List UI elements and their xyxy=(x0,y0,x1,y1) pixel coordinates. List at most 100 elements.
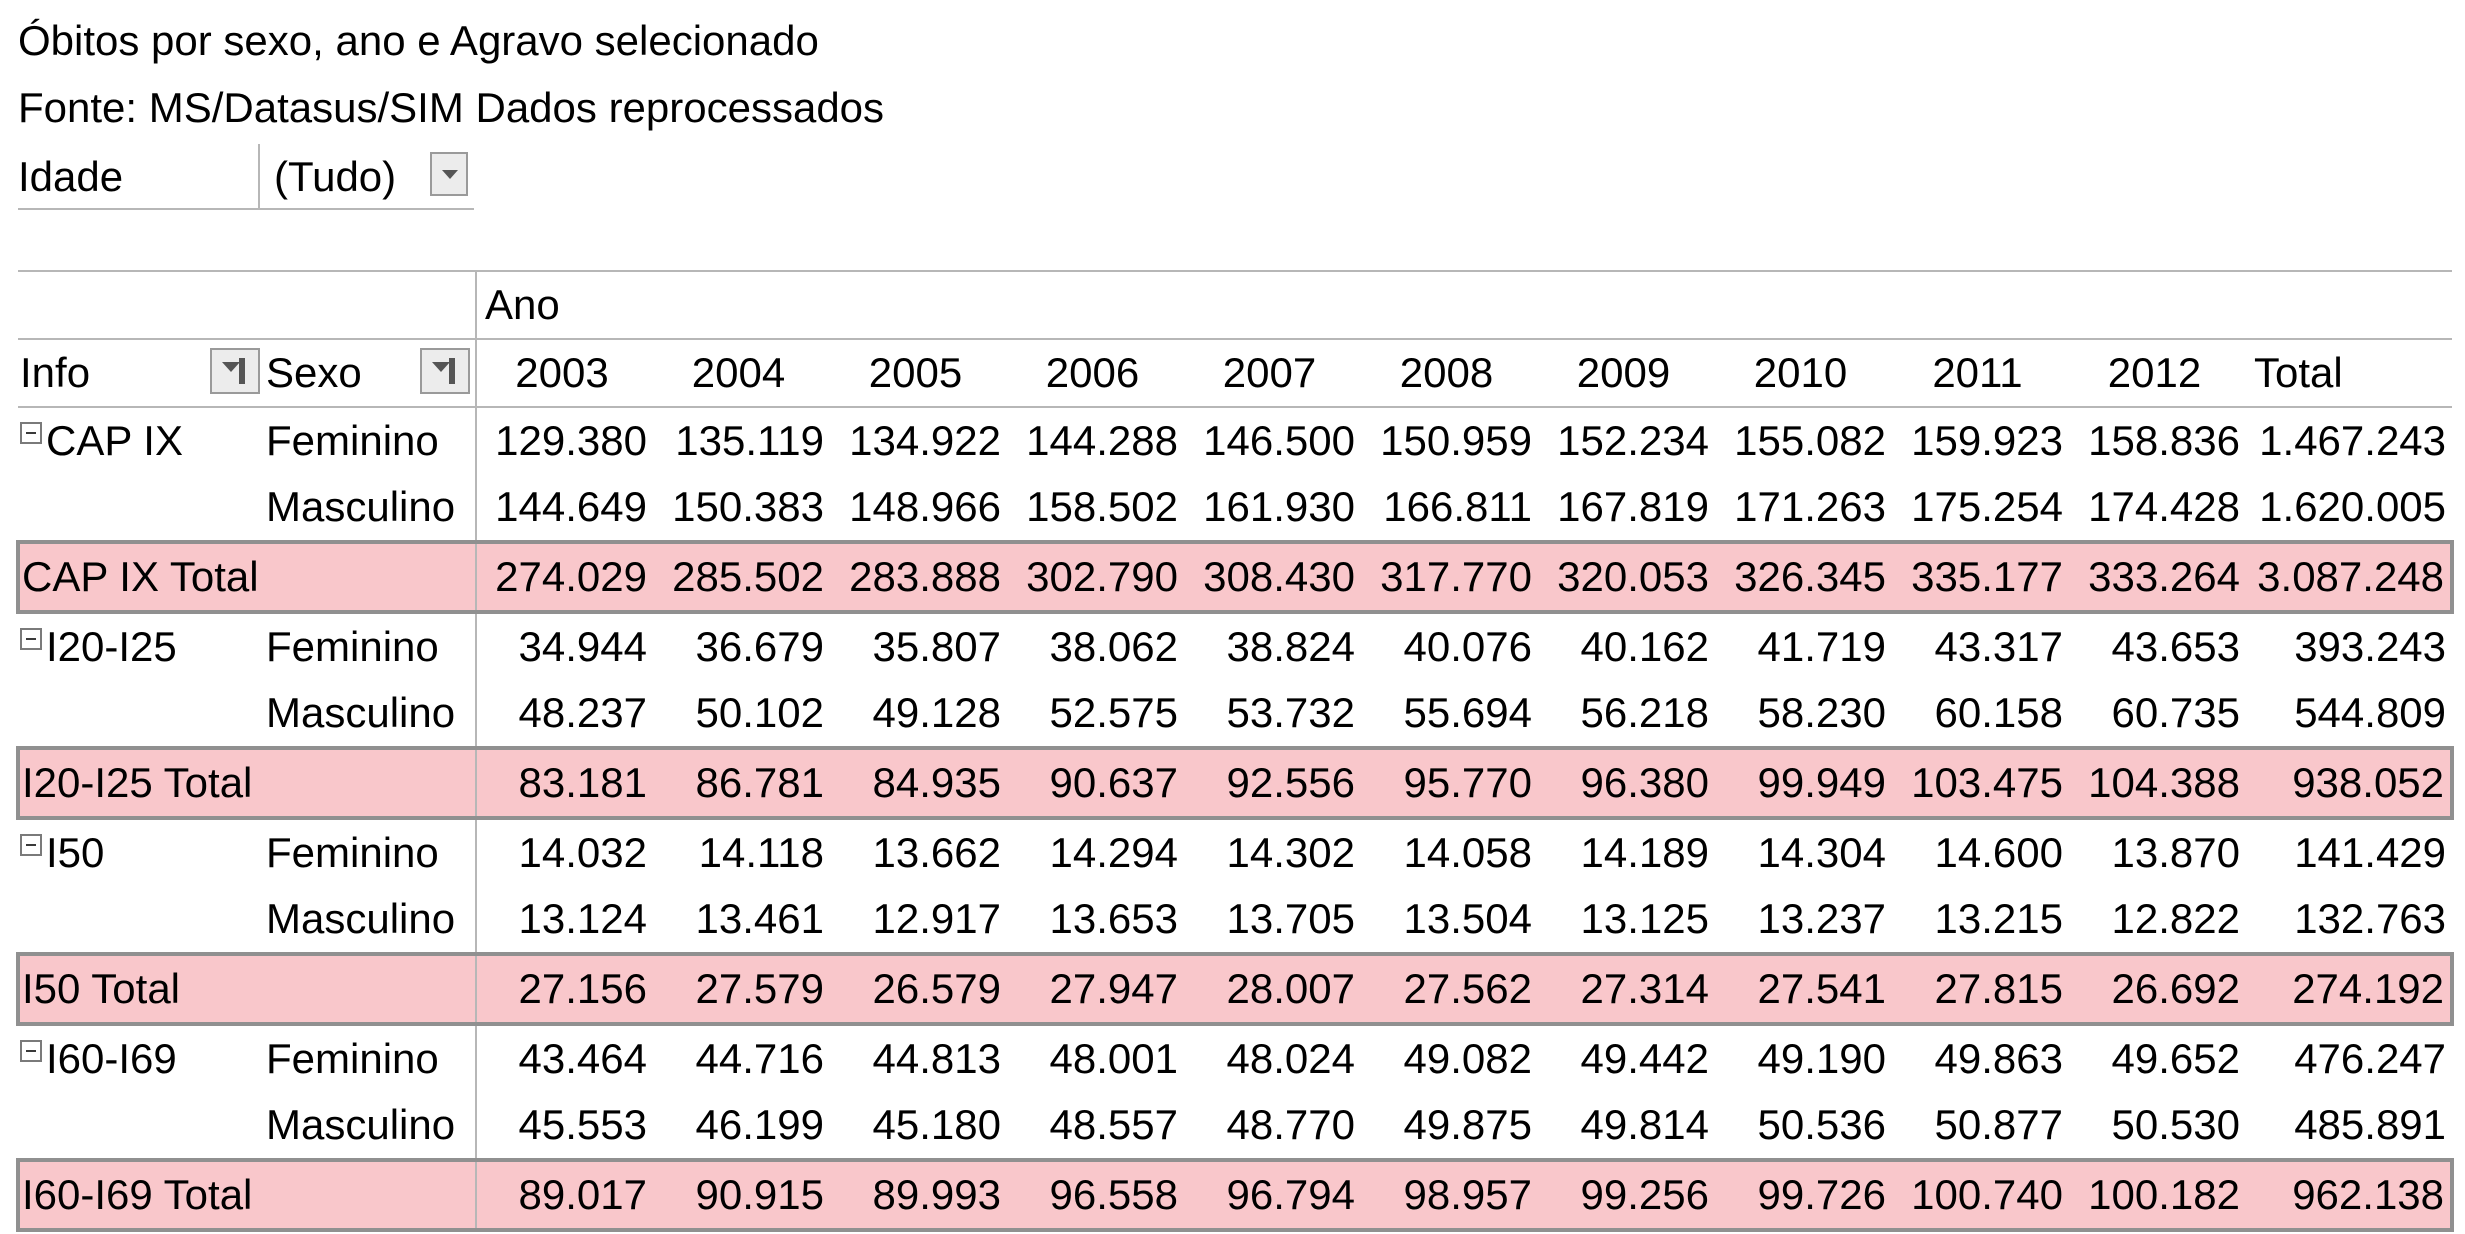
group-total-value: 27.541 xyxy=(1715,952,1892,1026)
group-total-value: 27.815 xyxy=(1892,952,2069,1026)
row-total-cell: 476.247 xyxy=(2246,1023,2453,1092)
group-total-value: 335.177 xyxy=(1892,540,2069,614)
group-label-cell xyxy=(18,1092,264,1160)
value-cell: 146.500 xyxy=(1184,406,1361,474)
value-cell: 49.875 xyxy=(1403,1101,1532,1148)
value-cell: 60.735 xyxy=(2111,689,2240,736)
value-cell: 158.502 xyxy=(1026,483,1178,530)
group-total-value: 27.579 xyxy=(653,952,830,1026)
value-cell: 158.836 xyxy=(2069,406,2246,474)
group-total-value: 95.770 xyxy=(1361,746,1538,820)
value-cell: 49.652 xyxy=(2069,1023,2246,1092)
value-cell: 13.504 xyxy=(1403,895,1532,942)
group-total-value: 99.949 xyxy=(1715,746,1892,820)
column-field-label: Ano xyxy=(476,270,2453,339)
dropdown-arrow-icon[interactable] xyxy=(430,152,468,196)
info-filter-icon[interactable] xyxy=(210,348,260,394)
sexo-label: Masculino xyxy=(264,474,477,542)
sexo-label: Masculino xyxy=(264,680,477,748)
row-total-cell: 1.620.005 xyxy=(2259,483,2447,530)
year-header: 2009 xyxy=(1538,338,1715,408)
value-cell: 56.218 xyxy=(1580,689,1709,736)
group-total-value: 83.181 xyxy=(476,746,653,820)
group-total-value: 26.579 xyxy=(830,952,1007,1026)
header-info-label: Info xyxy=(20,349,91,396)
header-info: Info xyxy=(18,338,264,408)
value-cell: 48.001 xyxy=(1007,1023,1184,1092)
sexo-label: Masculino xyxy=(264,886,477,954)
page-filter: Idade (Tudo) xyxy=(16,144,472,210)
sexo-label: Feminino xyxy=(264,611,477,680)
collapse-minus-icon[interactable] xyxy=(20,834,42,856)
group-total-value: 27.562 xyxy=(1361,952,1538,1026)
collapse-minus-icon[interactable] xyxy=(20,628,42,650)
value-cell: 13.237 xyxy=(1757,895,1886,942)
value-cell: 14.032 xyxy=(476,817,653,886)
value-cell: 150.383 xyxy=(672,483,824,530)
value-cell: 34.944 xyxy=(476,611,653,680)
group-total-value: 285.502 xyxy=(653,540,830,614)
value-cell: 161.930 xyxy=(1203,483,1355,530)
group-total-value: 86.781 xyxy=(653,746,830,820)
group-total-value: 27.314 xyxy=(1538,952,1715,1026)
value-cell: 50.536 xyxy=(1757,1101,1886,1148)
group-total-value: 89.993 xyxy=(830,1158,1007,1232)
group-total-value: 92.556 xyxy=(1184,746,1361,820)
column-area-row: Ano xyxy=(18,270,2453,339)
collapse-minus-icon[interactable] xyxy=(20,1040,42,1062)
row-total-cell: 485.891 xyxy=(2294,1101,2447,1148)
value-cell: 13.705 xyxy=(1226,895,1355,942)
group-total-value: 100.182 xyxy=(2069,1158,2246,1232)
value-cell: 48.024 xyxy=(1184,1023,1361,1092)
group-total-value: 308.430 xyxy=(1184,540,1361,614)
value-cell: 171.263 xyxy=(1734,483,1886,530)
filter-funnel-shape xyxy=(222,362,240,372)
value-cell: 36.679 xyxy=(653,611,830,680)
filter-value[interactable]: (Tudo) xyxy=(274,153,397,200)
value-cell: 14.302 xyxy=(1184,817,1361,886)
value-cell: 38.062 xyxy=(1007,611,1184,680)
group-total-value: 326.345 xyxy=(1715,540,1892,614)
filter-funnel-shape xyxy=(432,362,450,372)
group-label: I50 xyxy=(46,829,105,876)
group-label-cell: I60-I69 xyxy=(18,1023,264,1092)
value-cell: 49.442 xyxy=(1538,1023,1715,1092)
group-total-value: 96.380 xyxy=(1538,746,1715,820)
year-header: 2008 xyxy=(1361,338,1538,408)
group-total-row: I50 Total 27.156 27.579 26.579 27.947 28.007 2… xyxy=(16,952,2455,1026)
group-total-value: 84.935 xyxy=(830,746,1007,820)
value-cell: 14.118 xyxy=(653,817,830,886)
group-total-value: 333.264 xyxy=(2069,540,2246,614)
group-label: I60-I69 xyxy=(46,1035,177,1082)
sexo-label: Masculino xyxy=(264,1092,477,1160)
year-header: 2011 xyxy=(1892,338,2069,408)
group-total-row: CAP IX Total 274.029 285.502 283.888 302.790… xyxy=(16,540,2455,614)
value-cell: 167.819 xyxy=(1557,483,1709,530)
sexo-filter-icon[interactable] xyxy=(420,348,470,394)
filter-divider xyxy=(260,208,474,210)
group-grand-total: 962.138 xyxy=(2246,1158,2455,1232)
group-total-value: 320.053 xyxy=(1538,540,1715,614)
year-header: 2004 xyxy=(653,338,830,408)
year-header: 2006 xyxy=(1007,338,1184,408)
collapse-minus-icon[interactable] xyxy=(20,422,42,444)
data-row: I20-I25 Feminino 34.944 36.679 35.807 38.062 3… xyxy=(18,611,2453,680)
value-cell: 150.959 xyxy=(1361,406,1538,474)
pivot-table: Ano Info Sexo 2003 2004 2005 2006 2007 2008 2009 2… xyxy=(16,270,2455,1232)
value-cell: 13.653 xyxy=(1049,895,1178,942)
group-label-cell: I50 xyxy=(18,817,264,886)
value-cell: 144.288 xyxy=(1007,406,1184,474)
group-total-value: 100.740 xyxy=(1892,1158,2069,1232)
value-cell: 49.863 xyxy=(1892,1023,2069,1092)
value-cell: 52.575 xyxy=(1049,689,1178,736)
data-row: I60-I69 Feminino 43.464 44.716 44.813 48.001 4… xyxy=(18,1023,2453,1092)
value-cell: 60.158 xyxy=(1934,689,2063,736)
data-row: Masculino 45.553 46.199 45.180 48.557 48.770 4… xyxy=(18,1092,2452,1160)
sexo-label: Feminino xyxy=(264,406,477,474)
value-cell: 159.923 xyxy=(1892,406,2069,474)
value-cell: 49.128 xyxy=(872,689,1001,736)
group-label-cell xyxy=(18,680,264,748)
year-header: 2010 xyxy=(1715,338,1892,408)
value-cell: 13.215 xyxy=(1934,895,2063,942)
